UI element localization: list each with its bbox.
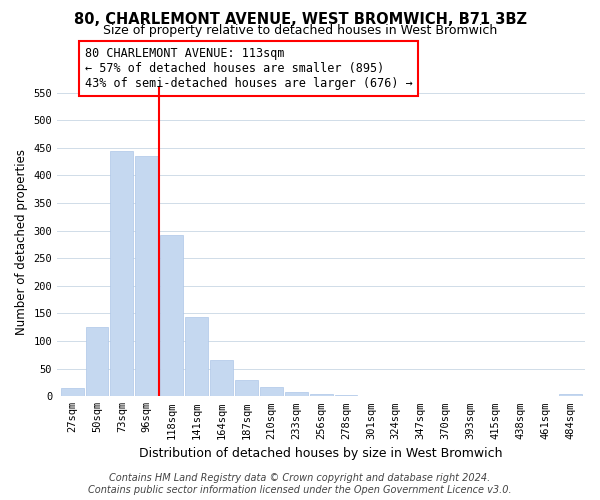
Bar <box>559 394 581 396</box>
Bar <box>335 395 358 396</box>
Bar <box>210 360 233 396</box>
Text: 80 CHARLEMONT AVENUE: 113sqm
← 57% of detached houses are smaller (895)
43% of s: 80 CHARLEMONT AVENUE: 113sqm ← 57% of de… <box>85 47 412 90</box>
Bar <box>260 388 283 396</box>
Bar <box>185 318 208 396</box>
Y-axis label: Number of detached properties: Number of detached properties <box>15 148 28 334</box>
X-axis label: Distribution of detached houses by size in West Bromwich: Distribution of detached houses by size … <box>139 447 503 460</box>
Bar <box>310 394 332 396</box>
Bar <box>110 150 133 396</box>
Bar <box>136 156 158 396</box>
Text: Contains HM Land Registry data © Crown copyright and database right 2024.
Contai: Contains HM Land Registry data © Crown c… <box>88 474 512 495</box>
Bar <box>160 234 183 396</box>
Bar <box>285 392 308 396</box>
Text: 80, CHARLEMONT AVENUE, WEST BROMWICH, B71 3BZ: 80, CHARLEMONT AVENUE, WEST BROMWICH, B7… <box>74 12 527 28</box>
Text: Size of property relative to detached houses in West Bromwich: Size of property relative to detached ho… <box>103 24 497 37</box>
Bar <box>235 380 258 396</box>
Bar <box>61 388 83 396</box>
Bar <box>86 328 109 396</box>
